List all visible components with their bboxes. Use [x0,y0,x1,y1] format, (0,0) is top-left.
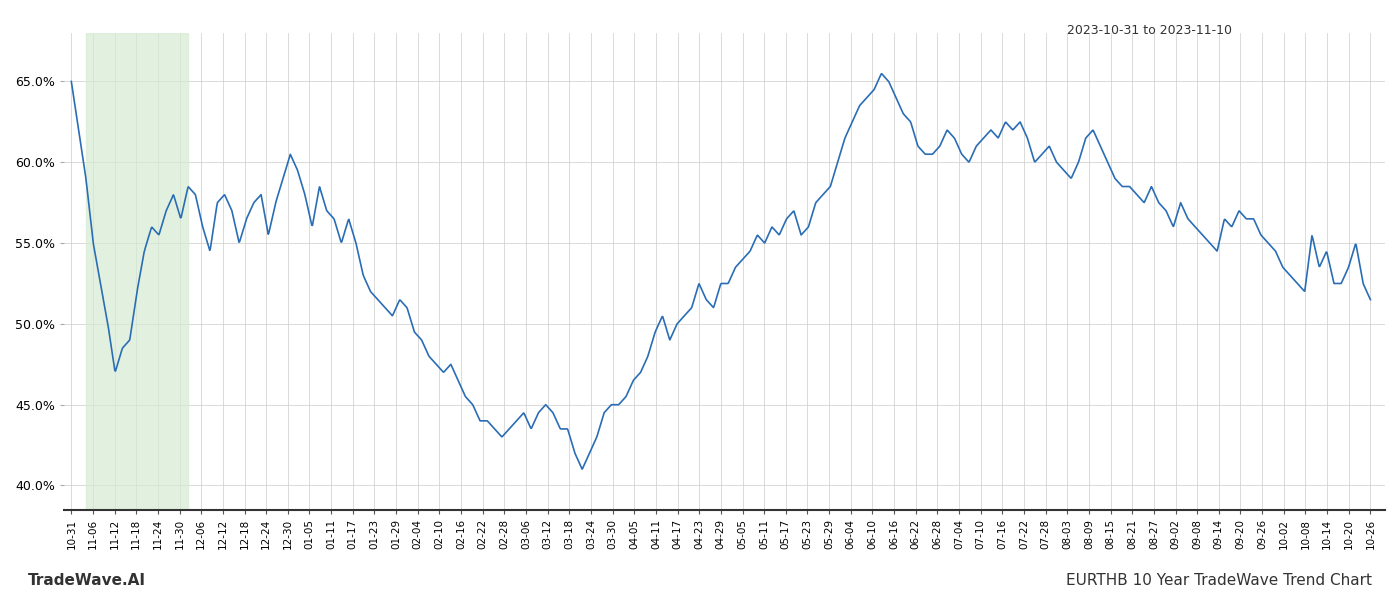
Text: TradeWave.AI: TradeWave.AI [28,573,146,588]
Text: EURTHB 10 Year TradeWave Trend Chart: EURTHB 10 Year TradeWave Trend Chart [1065,573,1372,588]
Text: 2023-10-31 to 2023-11-10: 2023-10-31 to 2023-11-10 [1067,24,1232,37]
Bar [85,33,188,510]
